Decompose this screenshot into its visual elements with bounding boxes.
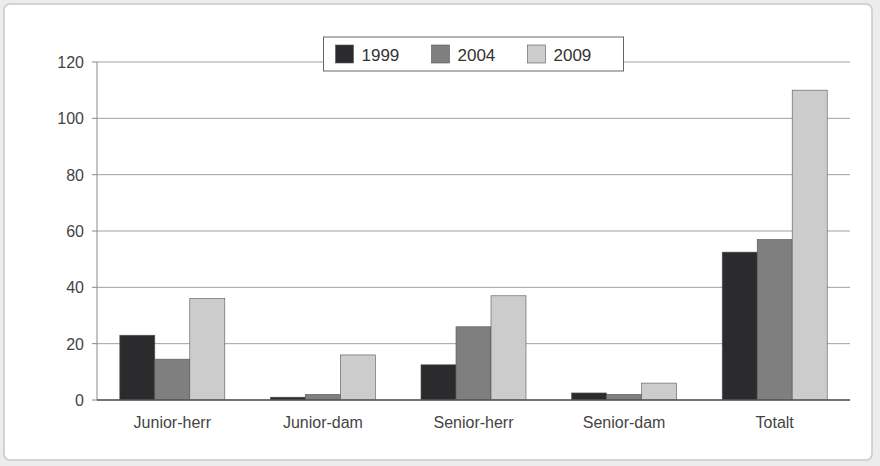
bar: [305, 394, 340, 400]
y-tick-label: 20: [66, 336, 84, 353]
tick-mark: [92, 231, 97, 232]
y-axis: [97, 62, 98, 400]
bars: [120, 90, 827, 400]
grid-line: [97, 174, 850, 175]
x-tick-label: Junior-dam: [283, 414, 363, 431]
grid-line: [97, 231, 850, 232]
tick-mark: [92, 62, 97, 63]
chart-svg: 0 20 40 60 80 100 120 Junior-herr Junior-dam Seni…: [0, 0, 880, 466]
bar: [757, 239, 792, 400]
bar: [155, 359, 190, 400]
x-axis: [97, 399, 850, 401]
legend-label: 2009: [554, 46, 592, 65]
y-tick-label: 80: [66, 167, 84, 184]
tick-mark: [92, 400, 97, 401]
tick-mark: [92, 118, 97, 119]
tick-mark: [92, 287, 97, 288]
bar: [190, 299, 225, 400]
y-tick-label: 0: [75, 392, 84, 409]
x-tick-label: Senior-herr: [433, 414, 514, 431]
grid-line: [97, 118, 850, 119]
x-tick-label: Senior-dam: [583, 414, 666, 431]
legend-label: 2004: [458, 46, 496, 65]
legend-swatch: [336, 45, 354, 63]
x-tick-label: Totalt: [756, 414, 795, 431]
bar: [792, 90, 827, 400]
y-tick-label: 120: [57, 54, 84, 71]
legend-swatch: [432, 45, 450, 63]
y-tick-label: 100: [57, 110, 84, 127]
bar: [421, 365, 456, 400]
bar: [340, 355, 375, 400]
legend-label: 1999: [362, 46, 400, 65]
grid: [92, 62, 850, 400]
bar: [607, 394, 642, 400]
x-tick-label: Junior-herr: [134, 414, 212, 431]
chart-container: 0 20 40 60 80 100 120 Junior-herr Junior-dam Seni…: [0, 0, 880, 466]
y-tick-label: 60: [66, 223, 84, 240]
tick-mark: [92, 174, 97, 175]
bar: [572, 393, 607, 400]
grid-line: [97, 400, 850, 401]
legend-box: [324, 37, 624, 71]
bar: [456, 327, 491, 400]
bar: [722, 252, 757, 400]
bar: [120, 335, 155, 400]
frame: [4, 4, 872, 460]
legend-swatch: [528, 45, 546, 63]
bar: [642, 383, 677, 400]
bar: [491, 296, 526, 400]
tick-mark: [92, 343, 97, 344]
legend: 1999 2004 2009: [324, 37, 624, 71]
y-tick-label: 40: [66, 279, 84, 296]
